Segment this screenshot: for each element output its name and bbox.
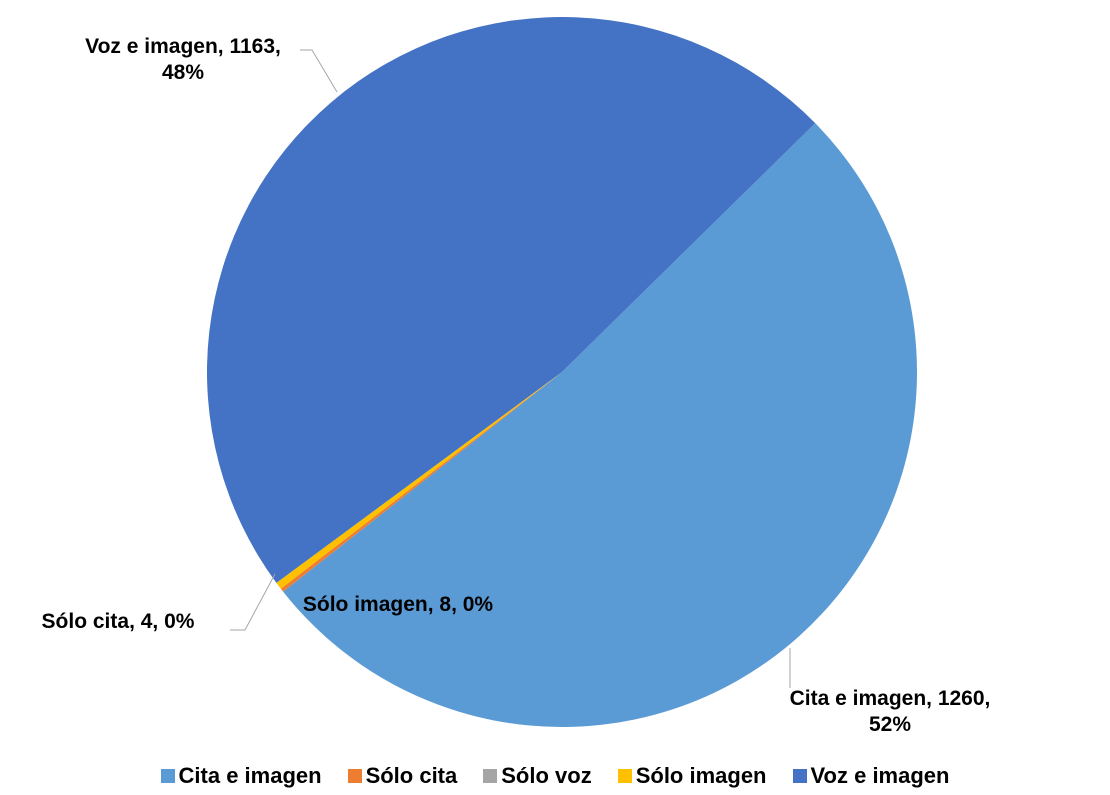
legend: Cita e imagen Sólo cita Sólo voz Sólo image… (0, 760, 1110, 792)
legend-item: Voz e imagen (792, 763, 950, 789)
legend-swatch (792, 769, 807, 783)
legend-item: Sólo imagen (617, 763, 767, 789)
pie-slice (207, 16, 816, 583)
data-label: Voz e imagen, 1163, 48% (85, 35, 281, 84)
legend-swatch (617, 769, 632, 783)
leader-line (230, 573, 276, 631)
legend-item: Cita e imagen (160, 763, 322, 789)
legend-item: Sólo voz (483, 763, 592, 789)
legend-label: Voz e imagen (810, 763, 950, 788)
data-label: Sólo cita, 4, 0% (41, 610, 195, 633)
data-label: Cita e imagen, 1260, 52% (789, 687, 991, 736)
legend-label: Cita e imagen (178, 763, 322, 788)
legend-label: Sólo imagen (635, 763, 767, 788)
legend-swatch (160, 769, 175, 783)
legend-item: Sólo cita (347, 763, 458, 789)
legend-swatch (347, 769, 362, 783)
pie-slice (276, 372, 562, 589)
pie-slice (280, 372, 562, 592)
legend-label: Sólo cita (365, 763, 458, 788)
legend-swatch (483, 769, 498, 783)
pie-slice (283, 123, 917, 728)
data-label: Sólo imagen, 8, 0% (302, 593, 494, 616)
legend-label: Sólo voz (501, 763, 592, 788)
leader-line (300, 49, 338, 93)
